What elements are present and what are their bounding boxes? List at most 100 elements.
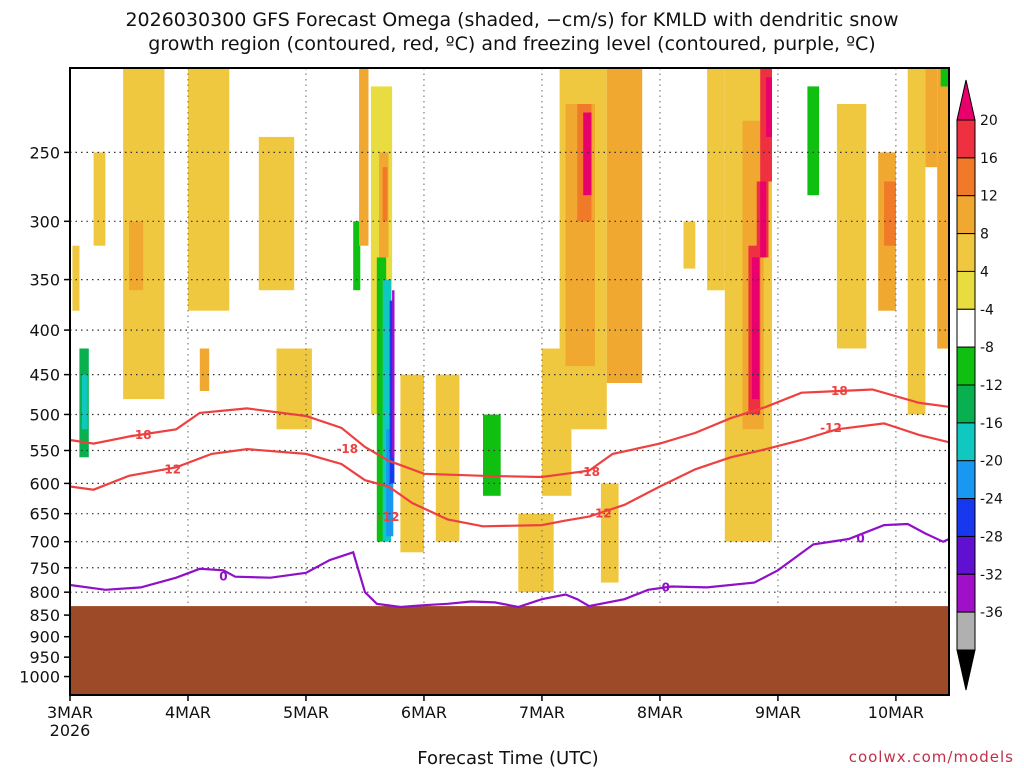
omega-shading — [72, 68, 949, 607]
omega-cell — [93, 152, 106, 246]
contour-label: -18 — [130, 428, 152, 442]
omega-cell — [483, 414, 501, 496]
y-tick-label: 900 — [29, 628, 60, 647]
colorbar-label: 20 — [980, 113, 998, 129]
omega-cell — [258, 136, 295, 291]
contour-label: -18 — [578, 465, 600, 479]
colorbar: 20 16 12 8 4 -4 -8 -12 -16 -20 -24 -28 -32 -36 — [956, 79, 1003, 691]
y-tick-label: 850 — [29, 606, 60, 625]
colorbar-label: -8 — [980, 340, 994, 356]
y-axis: 250 300 350 400 450 500 550 600 650 700 750 800 850 9… — [19, 143, 70, 687]
colorbar-swatch — [956, 346, 976, 386]
y-tick-label: 400 — [29, 321, 60, 340]
terrain-below-ground — [70, 606, 949, 695]
omega-cell — [406, 221, 424, 367]
colorbar-swatch — [956, 157, 976, 197]
omega-cell — [223, 541, 242, 593]
omega-cell — [72, 245, 80, 311]
colorbar-swatch — [956, 308, 976, 348]
omega-cell — [925, 68, 938, 168]
y-tick-label: 800 — [29, 583, 60, 602]
y-tick-label: 700 — [29, 533, 60, 552]
y-tick-label: 500 — [29, 405, 60, 424]
credit-text: coolwx.com/models — [849, 748, 1014, 766]
contour-line — [70, 388, 949, 479]
colorbar-swatch — [956, 422, 976, 462]
omega-cell — [350, 443, 363, 602]
omega-cell — [907, 68, 926, 415]
plot-area: -18 -18 -18 -18 -12 -12 -12 -12 0 0 0 — [69, 67, 950, 696]
colorbar-swatch — [956, 384, 976, 424]
contour-labels: -18 -18 -18 -18 -12 -12 -12 -12 0 0 0 — [130, 384, 865, 594]
contour-label: -12 — [378, 510, 400, 524]
y-tick-label: 450 — [29, 366, 60, 385]
contour-line — [70, 422, 949, 528]
omega-cell — [382, 279, 391, 542]
omega-cell — [701, 68, 711, 168]
omega-cell — [311, 562, 336, 607]
omega-cell — [382, 167, 388, 222]
colorbar-label: -24 — [980, 492, 1003, 508]
colorbar-swatch — [956, 573, 976, 613]
x-tick-label: 8MAR — [637, 703, 683, 722]
x-axis-title: Forecast Time (UTC) — [417, 748, 598, 768]
y-tick-label: 600 — [29, 474, 60, 493]
x-tick-label: 9MAR — [755, 703, 801, 722]
y-tick-label: 300 — [29, 212, 60, 231]
colorbar-label: -16 — [980, 416, 1003, 432]
colorbar-swatch — [956, 270, 976, 310]
omega-cell — [752, 257, 760, 400]
omega-cell — [317, 68, 336, 291]
omega-cell — [435, 374, 460, 542]
omega-cell — [359, 68, 369, 246]
colorbar-swatch — [956, 460, 976, 500]
omega-cell — [940, 68, 949, 87]
contour-label: 0 — [856, 531, 864, 545]
colorbar-label: -12 — [980, 378, 1003, 394]
omega-cell — [836, 104, 867, 349]
colorbar-label: -28 — [980, 529, 1003, 545]
contour-label: -12 — [159, 462, 181, 476]
contour-label: -18 — [826, 384, 848, 398]
omega-cell — [199, 348, 210, 391]
y-tick-label: 350 — [29, 271, 60, 290]
colorbar-label: 8 — [980, 227, 989, 243]
y-tick-label: 650 — [29, 505, 60, 524]
colorbar-label: -20 — [980, 454, 1003, 470]
omega-cell — [353, 221, 361, 291]
omega-cell — [606, 68, 643, 383]
omega-cell — [188, 68, 230, 311]
x-tick-label: 5MAR — [283, 703, 329, 722]
omega-cell — [760, 181, 767, 258]
colorbar-swatch — [956, 535, 976, 575]
contour-label: 0 — [219, 570, 227, 584]
omega-cell — [400, 374, 424, 553]
omega-cell — [707, 68, 725, 291]
colorbar-swatch — [956, 611, 976, 651]
colorbar-bottom-triangle — [956, 649, 976, 691]
omega-cell — [766, 77, 772, 137]
colorbar-label: -36 — [980, 605, 1003, 621]
y-tick-label: 550 — [29, 442, 60, 461]
y-tick-label: 250 — [29, 143, 60, 162]
omega-cell — [683, 221, 696, 269]
colorbar-top-triangle — [956, 79, 976, 121]
omega-cell — [884, 181, 896, 246]
plot-frame — [69, 67, 950, 696]
colorbar-swatch — [956, 195, 976, 235]
chart-title-line-2: growth region (contoured, red, ºC) and f… — [148, 33, 875, 55]
colorbar-label: 12 — [980, 189, 998, 205]
x-tick-year-label: 2026 — [50, 721, 91, 740]
colorbar-label: -32 — [980, 567, 1003, 583]
y-tick-label: 1000 — [19, 668, 60, 687]
y-tick-label: 750 — [29, 559, 60, 578]
x-axis: 3MAR 4MAR 5MAR 6MAR 7MAR 8MAR 9MAR 10MAR 2026 — [47, 695, 924, 740]
omega-cell — [81, 374, 88, 430]
contour-label: -18 — [336, 442, 358, 456]
omega-cell — [376, 257, 387, 542]
omega-cell — [583, 112, 592, 196]
omega-cell — [518, 513, 554, 593]
omega-cell — [123, 68, 165, 400]
x-tick-label: 3MAR — [47, 703, 93, 722]
